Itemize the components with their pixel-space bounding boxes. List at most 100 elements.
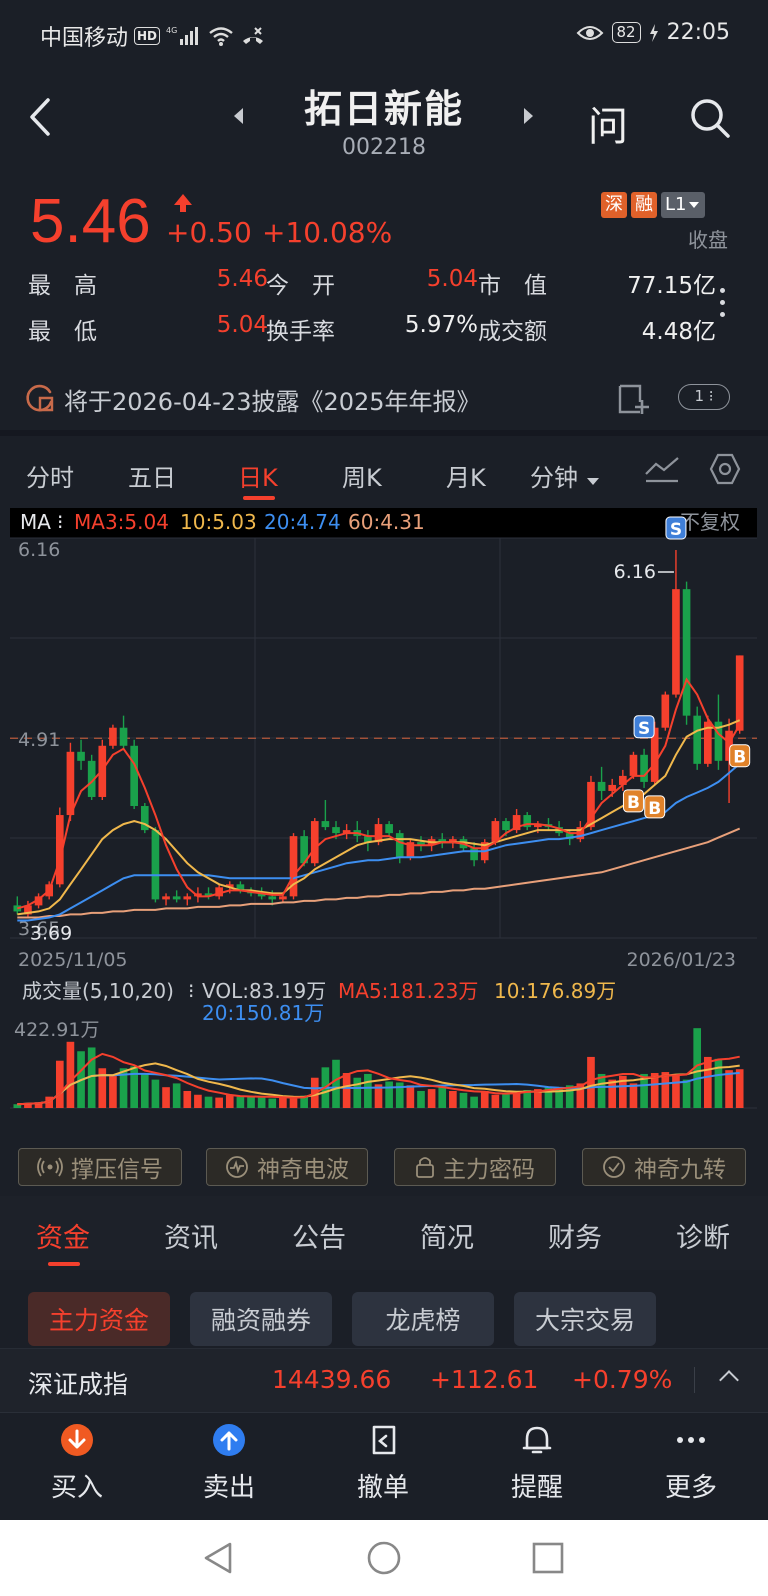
tab-five-day[interactable]: 五日	[128, 464, 176, 492]
pill-block-trade[interactable]: 大宗交易	[514, 1292, 656, 1346]
volume-bar	[619, 1075, 627, 1108]
pill-margin-trading[interactable]: 融资融券	[190, 1292, 332, 1346]
last-price: 5.46	[30, 187, 151, 256]
volume-bar	[109, 1075, 117, 1108]
tab-monthly-k[interactable]: 月K	[446, 464, 486, 492]
market-badges[interactable]: 深 融 L1	[601, 192, 706, 218]
cancel-order-button[interactable]: 撤单	[328, 1423, 438, 1504]
volume-bar	[449, 1090, 457, 1108]
ma3-line	[17, 677, 741, 910]
tab-news[interactable]: 资讯	[164, 1223, 218, 1254]
candle	[619, 775, 627, 785]
candle	[194, 893, 202, 897]
tab-diagnosis[interactable]: 诊断	[676, 1223, 730, 1254]
tab-weekly-k[interactable]: 周K	[342, 464, 382, 492]
add-card-icon[interactable]	[616, 380, 652, 416]
chevron-up-icon[interactable]	[719, 1370, 739, 1390]
status-bar: 中国移动 HD 4G 82 22:05	[0, 0, 768, 70]
volume-settings-icon[interactable]: ⁝	[188, 979, 194, 1003]
volume-bar	[502, 1092, 510, 1108]
amount-value: 4.48亿	[641, 319, 716, 345]
index-ticker[interactable]: 深证成指 14439.66 +112.61 +0.79%	[0, 1348, 768, 1412]
volume-bar	[204, 1096, 213, 1108]
pill-dragon-tiger[interactable]: 龙虎榜	[352, 1292, 494, 1346]
notice-pager[interactable]: 1 ⁝	[678, 384, 730, 410]
notice-bar[interactable]: 将于2026-04-23披露《2025年年报》 1 ⁝	[0, 368, 768, 428]
volume-bar	[300, 1095, 308, 1108]
volume-bar	[544, 1087, 553, 1108]
lock-icon	[416, 1157, 434, 1178]
ma-settings-icon[interactable]: ⁝	[57, 510, 63, 534]
up-arrow-icon	[174, 194, 192, 212]
tab-daily-k[interactable]: 日K	[238, 464, 278, 492]
date-end: 2026/01/23	[626, 949, 736, 971]
magic-nine-button[interactable]: 神奇九转	[582, 1148, 746, 1186]
kline-chart[interactable]: MA ⁝ MA3:5.04 10:5.03 20:4.74 60:4.31 不复…	[10, 508, 757, 1148]
next-stock-icon[interactable]	[524, 108, 533, 124]
volume-bar	[650, 1073, 659, 1108]
volume-bar	[172, 1083, 181, 1108]
support-resistance-button[interactable]: 撑压信号	[18, 1148, 182, 1186]
settings-icon[interactable]	[708, 452, 742, 486]
volume-bar	[236, 1096, 245, 1108]
clock: 22:05	[666, 20, 730, 45]
alert-button[interactable]: 提醒	[482, 1423, 592, 1504]
nav-home-icon[interactable]	[366, 1540, 402, 1576]
candle	[289, 836, 298, 897]
ask-button[interactable]: 问	[588, 104, 628, 150]
nav-recents-icon[interactable]	[530, 1540, 566, 1576]
pill-main-funds[interactable]: 主力资金	[28, 1292, 170, 1346]
radar-icon	[37, 1157, 63, 1177]
buy-label: 买入	[50, 1473, 103, 1503]
tab-minute[interactable]: 分钟	[530, 458, 600, 493]
signal-label: B	[627, 793, 640, 813]
level1-badge[interactable]: L1	[661, 192, 706, 218]
battery-level: 82	[611, 22, 641, 43]
hd-badge: HD	[134, 27, 161, 45]
market-cap-value: 77.15亿	[627, 273, 716, 299]
more-quote-icon[interactable]	[720, 288, 726, 320]
tab-financials[interactable]: 财务	[548, 1223, 602, 1254]
volume-bar	[640, 1073, 648, 1108]
candle	[257, 893, 266, 897]
volume-bar	[87, 1047, 96, 1108]
buy-icon	[61, 1424, 93, 1456]
adjust-mode[interactable]: 不复权	[680, 510, 740, 534]
vol-ma5: MA5:181.23万	[338, 979, 478, 1003]
tab-announcements[interactable]: 公告	[292, 1223, 346, 1254]
candle	[364, 836, 372, 843]
buy-button[interactable]: 买入	[22, 1423, 132, 1504]
nav-back-icon[interactable]	[200, 1540, 236, 1576]
sell-button[interactable]: 卖出	[174, 1423, 284, 1504]
sell-icon	[213, 1424, 245, 1456]
low-value: 5.04	[216, 312, 268, 338]
more-button[interactable]: 更多	[636, 1423, 746, 1504]
tab-profile[interactable]: 简况	[420, 1223, 474, 1254]
volume-bar	[268, 1098, 277, 1108]
candle	[438, 839, 447, 843]
high-value: 5.46	[216, 266, 268, 292]
volume-bar	[597, 1073, 606, 1108]
volume-bar	[480, 1090, 489, 1108]
indicator-icon[interactable]	[644, 454, 680, 484]
volume-bar	[215, 1097, 223, 1108]
magic-wave-button[interactable]: 神奇电波	[206, 1148, 368, 1186]
candle	[395, 833, 404, 858]
candle	[310, 821, 319, 864]
back-icon[interactable]	[20, 92, 60, 142]
volume-bar	[353, 1077, 362, 1108]
signal-label: 神奇九转	[634, 1157, 726, 1183]
open-value: 5.04	[426, 266, 478, 292]
eye-icon	[576, 25, 603, 40]
search-icon[interactable]	[688, 96, 732, 140]
volume-bar	[725, 1070, 733, 1108]
volume-bar	[332, 1059, 340, 1108]
low-marker: 3.69	[30, 922, 72, 944]
main-force-button[interactable]: 主力密码	[394, 1148, 556, 1186]
candle	[608, 784, 617, 791]
candle	[151, 830, 160, 900]
volume-bar	[608, 1079, 617, 1108]
tab-funds[interactable]: 资金	[36, 1223, 90, 1254]
tab-intraday[interactable]: 分时	[26, 464, 74, 492]
prev-stock-icon[interactable]	[234, 108, 243, 124]
